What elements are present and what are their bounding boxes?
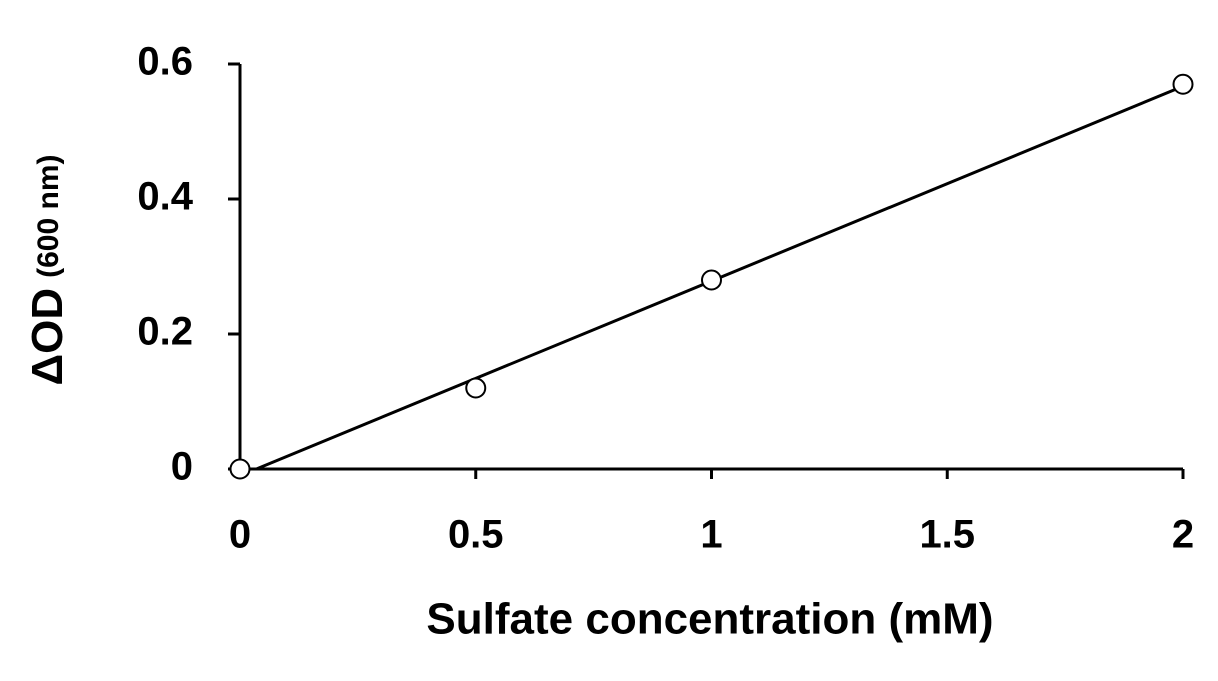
y-axis-title-main: ΔOD: [23, 288, 72, 386]
x-tick-label: 1.5: [919, 513, 975, 557]
y-tick-label: 0.2: [137, 310, 193, 354]
x-axis-title: Sulfate concentration (mM): [426, 595, 993, 644]
y-tick-label: 0: [171, 445, 193, 489]
y-tick-label: 0.6: [137, 40, 193, 84]
x-tick-label: 1: [700, 513, 722, 557]
data-point: [465, 377, 487, 399]
data-point: [701, 269, 722, 291]
data-point: [1172, 73, 1194, 95]
x-tick-label: 0: [229, 513, 251, 557]
y-tick-label: 0.4: [137, 175, 193, 219]
x-tick-label: 2: [1172, 513, 1194, 557]
y-axis-title-unit: (600 nm): [32, 155, 65, 278]
y-axis-title: ΔOD (600 nm): [23, 155, 72, 386]
x-tick-label: 0.5: [448, 513, 504, 557]
data-point: [229, 458, 251, 480]
